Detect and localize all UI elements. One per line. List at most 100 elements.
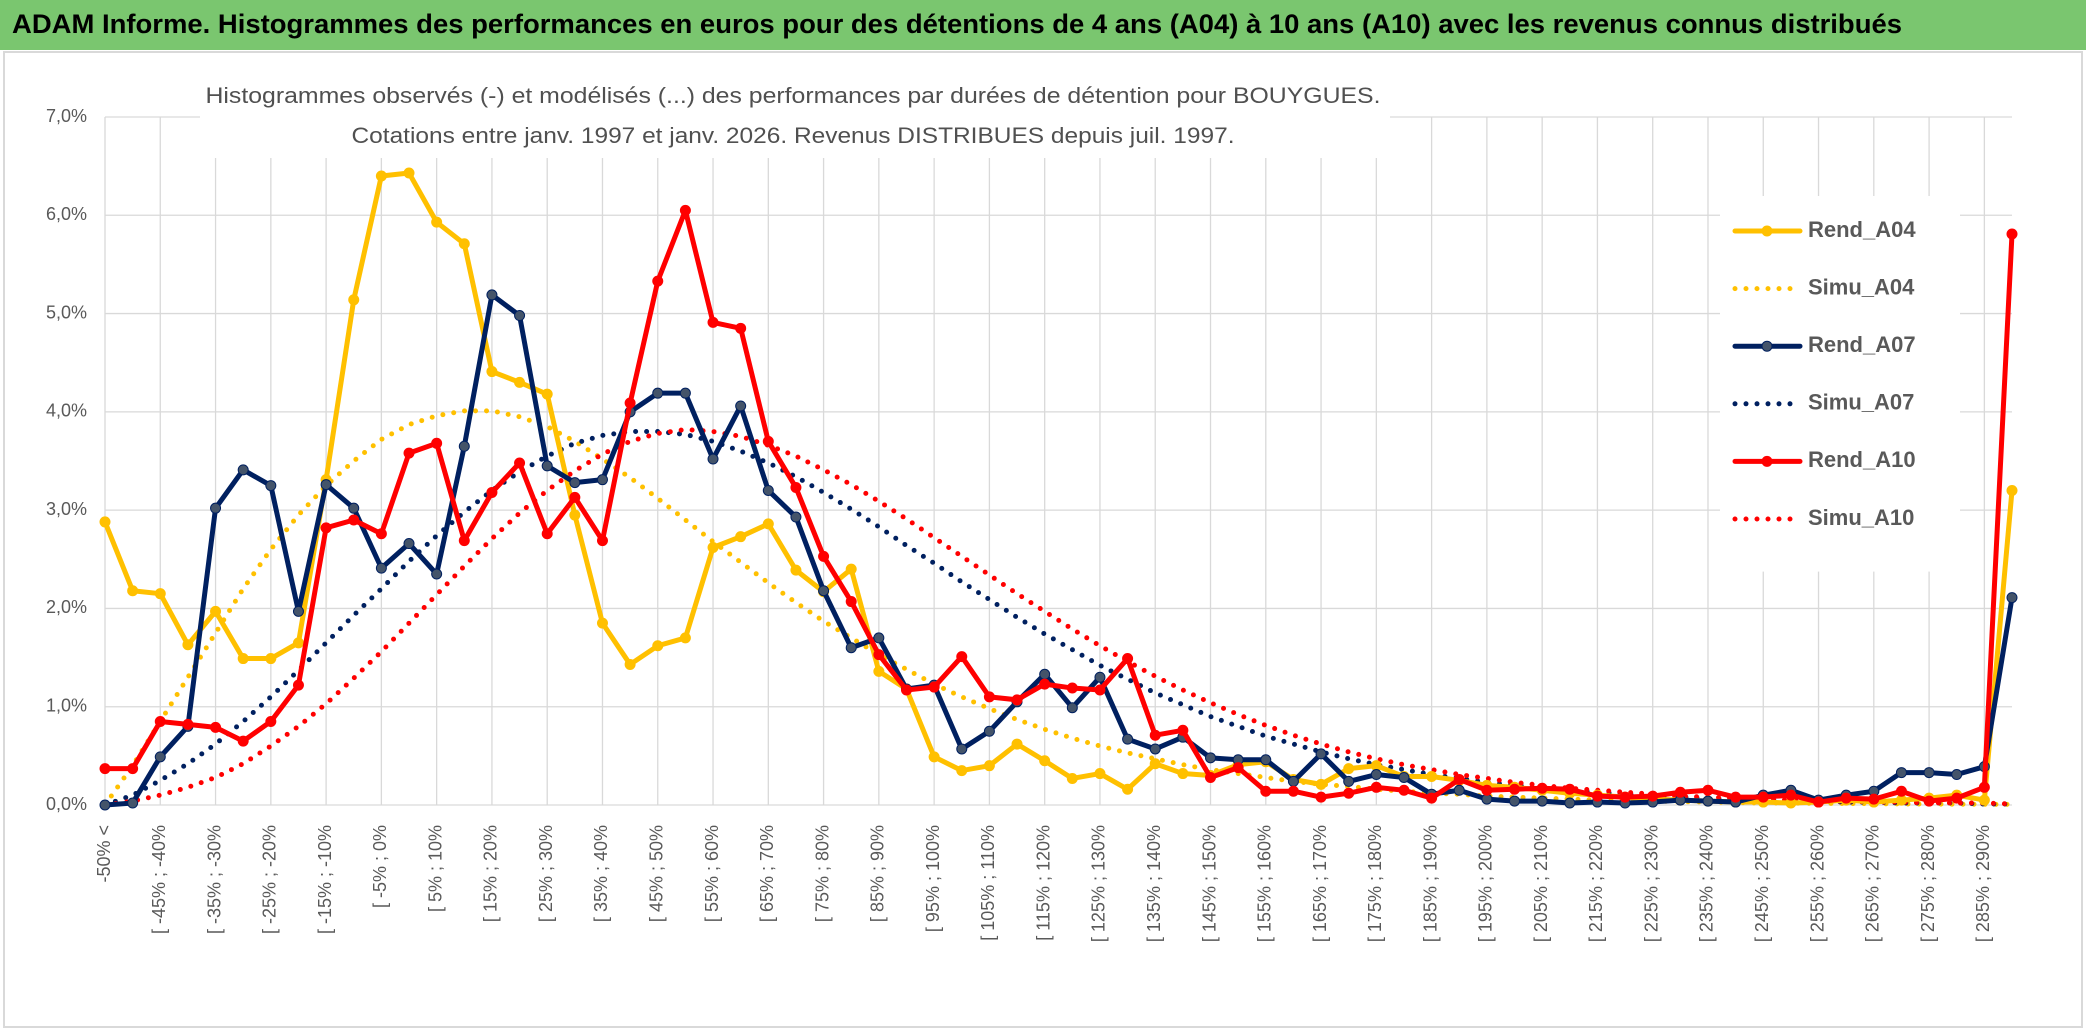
point-marker — [458, 238, 470, 250]
point-marker — [596, 617, 608, 629]
point-marker — [2006, 484, 2018, 496]
point-marker — [1011, 694, 1023, 706]
point-marker — [1674, 786, 1686, 798]
point-marker — [458, 440, 470, 452]
y-tick-label: 6,0% — [46, 204, 87, 224]
point-marker — [1122, 783, 1134, 795]
point-marker — [1509, 783, 1521, 795]
point-marker — [956, 743, 968, 755]
x-tick-label: [ 125% ; 130% — [1089, 825, 1109, 942]
point-marker — [1315, 778, 1327, 790]
point-marker — [1978, 794, 1990, 806]
point-marker — [182, 639, 194, 651]
point-marker — [1205, 771, 1217, 783]
legend-label: Simu_A04 — [1808, 274, 1915, 299]
point-marker — [99, 799, 111, 811]
legend-label: Rend_A04 — [1808, 217, 1916, 242]
point-marker — [237, 735, 249, 747]
x-tick-label: [ -5% ; 0% — [370, 825, 390, 908]
point-marker — [818, 585, 830, 597]
point-marker — [348, 514, 360, 526]
point-marker — [983, 760, 995, 772]
legend-marker — [1761, 225, 1773, 237]
point-marker — [735, 322, 747, 334]
point-marker — [1370, 781, 1382, 793]
point-marker — [1177, 724, 1189, 736]
point-marker — [1149, 758, 1161, 770]
x-tick-label: [ -25% ; -20% — [260, 825, 280, 934]
series-line — [102, 408, 2015, 808]
point-marker — [403, 538, 415, 550]
point-marker — [486, 366, 498, 378]
point-marker — [1066, 682, 1078, 694]
point-marker — [1840, 792, 1852, 804]
point-marker — [707, 453, 719, 465]
point-marker — [624, 397, 636, 409]
point-marker — [1066, 702, 1078, 714]
point-marker — [1039, 678, 1051, 690]
point-marker — [375, 528, 387, 540]
point-marker — [403, 447, 415, 459]
series-line — [104, 292, 2015, 808]
point-marker — [127, 797, 139, 809]
point-marker — [154, 715, 166, 727]
point-marker — [1398, 784, 1410, 796]
point-marker — [1315, 791, 1327, 803]
point-marker — [1122, 733, 1134, 745]
point-marker — [569, 477, 581, 489]
point-marker — [1702, 795, 1714, 807]
point-marker — [265, 480, 277, 492]
point-marker — [1536, 782, 1548, 794]
point-marker — [486, 289, 498, 301]
point-marker — [1370, 769, 1382, 781]
point-marker — [1205, 752, 1217, 764]
x-tick-label: [ 165% ; 170% — [1310, 825, 1330, 942]
x-tick-label: [ 255% ; 260% — [1807, 825, 1827, 942]
point-marker — [845, 642, 857, 654]
point-marker — [1757, 791, 1769, 803]
point-marker — [1149, 729, 1161, 741]
point-marker — [1453, 784, 1465, 796]
x-tick-label: [ 275% ; 280% — [1918, 825, 1938, 942]
y-tick-label: 3,0% — [46, 499, 87, 519]
point-marker — [624, 658, 636, 670]
x-tick-label: [ 115% ; 120% — [1033, 825, 1053, 941]
point-marker — [154, 751, 166, 763]
x-tick-label: [ 5% ; 10% — [425, 825, 445, 912]
point-marker — [707, 541, 719, 553]
x-tick-label: -50% < — [94, 825, 114, 883]
point-marker — [431, 437, 443, 449]
point-marker — [1426, 770, 1438, 782]
point-marker — [210, 605, 222, 617]
x-tick-label: [ 235% ; 240% — [1697, 825, 1717, 942]
x-tick-label: [ 215% ; 220% — [1586, 825, 1606, 942]
point-marker — [2006, 592, 2018, 604]
subtitle: Cotations entre janv. 1997 et janv. 2026… — [352, 123, 1235, 148]
x-tick-label: [ 155% ; 160% — [1255, 825, 1275, 942]
point-marker — [707, 316, 719, 328]
point-marker — [1232, 762, 1244, 774]
point-marker — [431, 216, 443, 228]
x-tick-label: [ 285% ; 290% — [1973, 825, 1993, 942]
point-marker — [1564, 783, 1576, 795]
point-marker — [375, 562, 387, 574]
point-marker — [99, 516, 111, 528]
point-marker — [735, 531, 747, 543]
point-marker — [790, 482, 802, 494]
x-tick-label: [ 85% ; 90% — [868, 825, 888, 922]
y-tick-label: 7,0% — [46, 106, 87, 126]
point-marker — [99, 763, 111, 775]
point-marker — [1564, 797, 1576, 809]
point-marker — [348, 502, 360, 514]
point-marker — [265, 653, 277, 665]
y-tick-label: 2,0% — [46, 597, 87, 617]
point-marker — [1122, 653, 1134, 665]
x-tick-label: [ 145% ; 150% — [1199, 825, 1219, 942]
point-marker — [928, 681, 940, 693]
point-marker — [541, 388, 553, 400]
point-marker — [127, 763, 139, 775]
point-marker — [762, 435, 774, 447]
point-marker — [1094, 768, 1106, 780]
x-tick-label: [ -15% ; -10% — [315, 825, 335, 934]
